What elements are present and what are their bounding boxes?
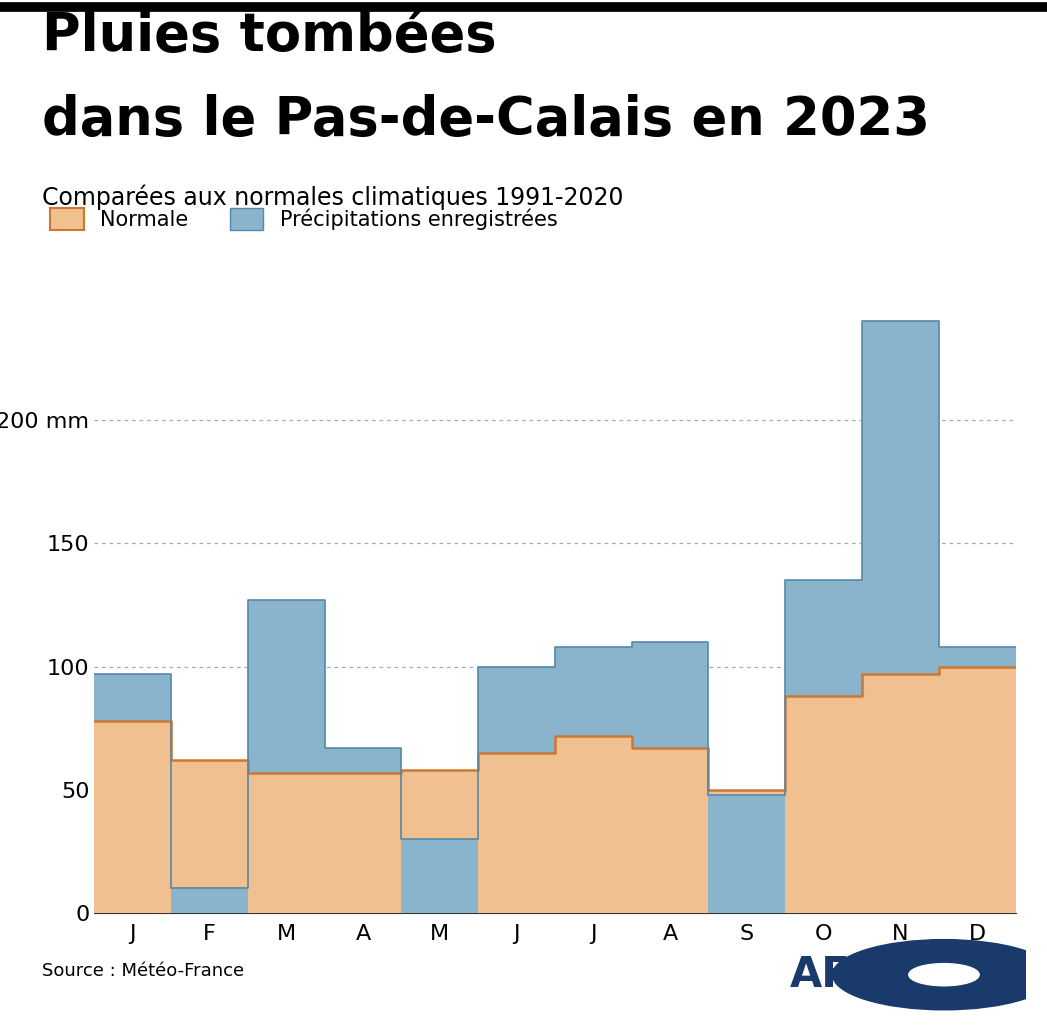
Text: Source : Météo-France: Source : Météo-France (42, 961, 244, 980)
Text: Pluies tombées: Pluies tombées (42, 10, 496, 63)
Text: Comparées aux normales climatiques 1991-2020: Comparées aux normales climatiques 1991-… (42, 185, 623, 210)
Text: AFP: AFP (789, 954, 882, 995)
Legend: Normale, Précipitations enregistrées: Normale, Précipitations enregistrées (42, 200, 566, 238)
Circle shape (832, 940, 1047, 1010)
Circle shape (909, 963, 979, 986)
Text: dans le Pas-de-Calais en 2023: dans le Pas-de-Calais en 2023 (42, 94, 930, 147)
